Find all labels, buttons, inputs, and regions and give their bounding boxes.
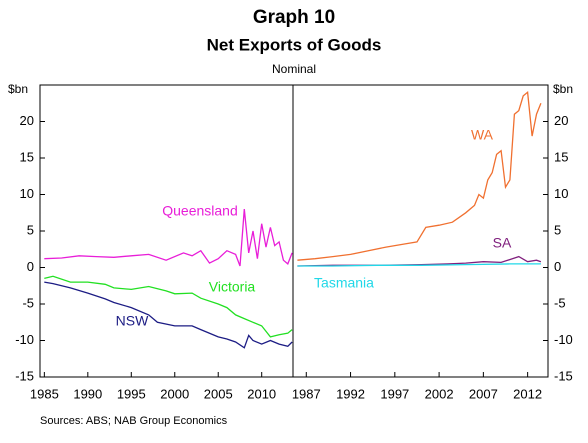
series-label: WA (471, 127, 494, 143)
chart-subtitle: Net Exports of Goods (207, 35, 382, 54)
y-tick-label: 10 (20, 186, 34, 201)
y-axis-label: $bn (553, 82, 573, 96)
x-tick-label: 1995 (117, 386, 146, 401)
x-tick-label: 2012 (513, 386, 542, 401)
series-label: NSW (116, 313, 149, 329)
x-tick-label: 2002 (425, 386, 454, 401)
chart-note: Nominal (272, 62, 316, 76)
y-axis-label: $bn (8, 82, 28, 96)
x-tick-label: 1992 (336, 386, 365, 401)
series-label: Victoria (209, 279, 256, 295)
y-tick-label: 15 (554, 149, 568, 164)
y-tick-label: -5 (554, 295, 566, 310)
x-tick-label: 1985 (30, 386, 59, 401)
x-tick-label: 2005 (204, 386, 233, 401)
x-tick-label: 1987 (292, 386, 321, 401)
y-tick-label: -15 (554, 368, 573, 383)
series-label: SA (493, 235, 512, 251)
x-tick-label: 2000 (160, 386, 189, 401)
y-tick-label: -5 (22, 295, 34, 310)
y-tick-label: 5 (554, 222, 561, 237)
series-line (44, 209, 293, 267)
x-tick-label: 2007 (469, 386, 498, 401)
series-line (44, 275, 293, 338)
y-tick-label: 10 (554, 186, 568, 201)
series-line (297, 263, 541, 267)
y-tick-label: -10 (15, 332, 34, 347)
y-tick-label: 20 (554, 113, 568, 128)
series-line (44, 281, 293, 349)
y-tick-label: 20 (20, 113, 34, 128)
y-tick-label: -15 (15, 368, 34, 383)
series-label: Tasmania (314, 275, 374, 291)
y-tick-label: -10 (554, 332, 573, 347)
y-tick-label: 5 (27, 222, 34, 237)
series-line (297, 91, 542, 261)
chart-title: Graph 10 (253, 7, 335, 28)
source: Sources: ABS; NAB Group Economics (40, 415, 228, 427)
x-tick-label: 1997 (380, 386, 409, 401)
x-tick-label: 1990 (73, 386, 102, 401)
y-tick-label: 15 (20, 149, 34, 164)
x-tick-label: 2010 (247, 386, 276, 401)
y-tick-label: 0 (27, 259, 34, 274)
y-tick-label: 0 (554, 259, 561, 274)
series-label: Queensland (162, 203, 238, 219)
